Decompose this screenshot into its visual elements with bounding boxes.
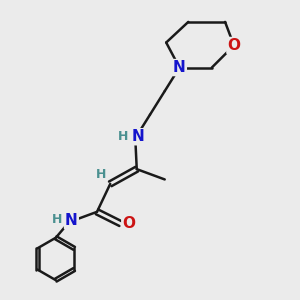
Text: N: N [65,213,78,228]
Text: N: N [173,60,186,75]
Text: N: N [132,129,145,144]
Text: H: H [96,168,106,181]
Text: O: O [227,38,240,53]
Text: O: O [122,216,135,231]
Text: H: H [118,130,128,143]
Text: H: H [52,213,62,226]
